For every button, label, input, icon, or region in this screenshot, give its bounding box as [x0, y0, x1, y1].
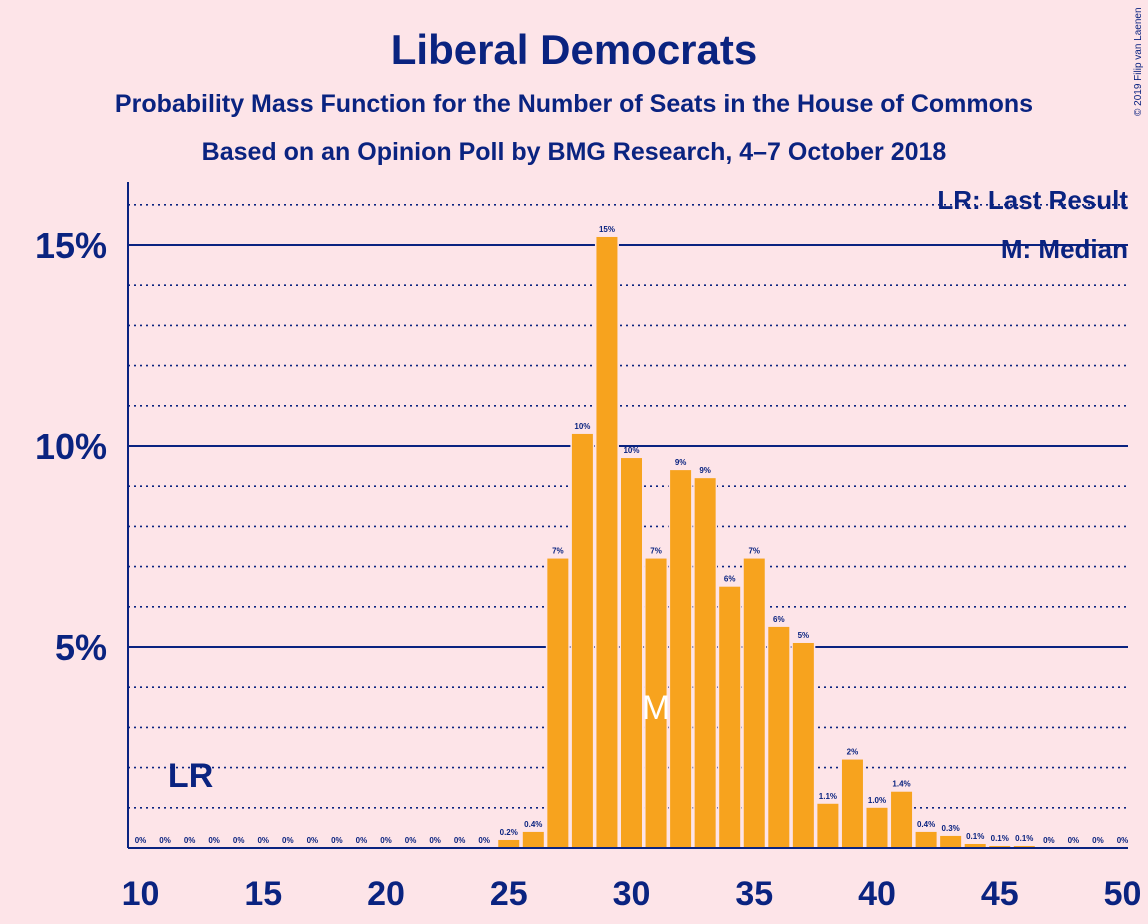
bar: [768, 626, 790, 848]
bar-value-label: 7%: [552, 547, 564, 556]
bar: [915, 831, 937, 848]
bar-value-label: 0%: [233, 836, 245, 845]
median-marker: M: [642, 689, 670, 727]
bar: [866, 807, 888, 848]
bar-value-label: 0%: [429, 836, 441, 845]
bar: [596, 236, 618, 848]
bar-value-label: 0%: [405, 836, 417, 845]
bar-value-label: 1.4%: [892, 780, 910, 789]
x-tick-label: 40: [858, 875, 896, 913]
bar-value-label: 1.0%: [868, 796, 886, 805]
bar: [817, 803, 839, 848]
bar: [891, 791, 913, 848]
bar-value-label: 6%: [773, 615, 785, 624]
bar-value-label: 0%: [356, 836, 368, 845]
x-tick-label: 15: [244, 875, 282, 913]
tick-labels: 5% 10% 15% 0% 0% 0% 0% 0% 0% 0% 0% 0% 0% 0% 0% 0% 0% 0% 0.…: [35, 225, 1141, 913]
bar-value-label: 0%: [380, 836, 392, 845]
bar: [522, 831, 544, 848]
bar-value-label: 0%: [307, 836, 319, 845]
x-tick-label: 30: [613, 875, 651, 913]
bar-value-label: 0.1%: [991, 834, 1009, 843]
bar-value-label: 0%: [184, 836, 196, 845]
bar-value-label: 9%: [699, 466, 711, 475]
bar-value-label: 0%: [135, 836, 147, 845]
bar-value-label: 1.1%: [819, 792, 837, 801]
bar-value-label: 0%: [478, 836, 490, 845]
axes: [127, 182, 1128, 849]
bar-value-label: 0.4%: [917, 820, 935, 829]
bar: [719, 586, 741, 848]
y-tick-label: 5%: [55, 627, 107, 668]
x-tick-label: 20: [367, 875, 405, 913]
bar: [547, 558, 569, 848]
bar-value-label: 2%: [847, 748, 859, 757]
bar-value-label: 0%: [331, 836, 343, 845]
bar-value-label: 0.3%: [942, 824, 960, 833]
bar: [645, 558, 667, 848]
bar: [940, 835, 962, 848]
x-tick-label: 25: [490, 875, 528, 913]
bar-value-label: 0.2%: [500, 828, 518, 837]
bar-value-label: 6%: [724, 575, 736, 584]
bars: [496, 235, 1037, 848]
bar-value-label: 0%: [1092, 836, 1104, 845]
bar-value-label: 0%: [454, 836, 466, 845]
bar: [743, 558, 765, 848]
bar-value-label: 0%: [1068, 836, 1080, 845]
x-tick-label: 35: [735, 875, 773, 913]
bar-value-label: 5%: [798, 631, 810, 640]
bar-value-label: 15%: [599, 225, 615, 234]
bar-value-label: 10%: [574, 422, 590, 431]
chart-subtitle-poll: Based on an Opinion Poll by BMG Research…: [201, 138, 947, 166]
bar: [694, 478, 716, 848]
bar: [670, 470, 692, 848]
bar-value-label: 0%: [208, 836, 220, 845]
bar-value-label: 0%: [159, 836, 171, 845]
bar: [621, 458, 642, 848]
legend-median: M: Median: [1001, 234, 1128, 264]
bar-value-label: 0.1%: [1015, 834, 1033, 843]
last-result-marker: LR: [168, 757, 213, 795]
bar-value-label: 0%: [282, 836, 294, 845]
bar: [1013, 845, 1035, 848]
x-tick-label: 45: [981, 875, 1019, 913]
x-tick-label: 10: [122, 875, 160, 913]
bar: [571, 433, 593, 848]
bar-value-label: 0.4%: [524, 820, 542, 829]
bar: [964, 843, 986, 848]
bar: [989, 845, 1011, 848]
x-tick-label: 50: [1104, 875, 1142, 913]
chart-subtitle: Probability Mass Function for the Number…: [114, 90, 1034, 118]
bar-value-label: 0%: [257, 836, 269, 845]
bar-value-label: 9%: [675, 458, 687, 467]
bar-value-label: 0.1%: [966, 832, 984, 841]
bar-value-label: 10%: [623, 446, 639, 455]
bar-value-label: 7%: [748, 547, 760, 556]
bar: [498, 839, 520, 848]
chart-title: Liberal Democrats: [390, 26, 758, 73]
legend-last-result: LR: Last Result: [937, 185, 1128, 215]
bar-value-label: 0%: [1043, 836, 1055, 845]
bar: [792, 642, 814, 848]
bar-value-label: 0%: [1117, 836, 1129, 845]
bar-value-label: 7%: [650, 547, 662, 556]
bar: [841, 759, 863, 848]
y-tick-label: 15%: [35, 225, 107, 266]
y-tick-label: 10%: [35, 426, 107, 467]
